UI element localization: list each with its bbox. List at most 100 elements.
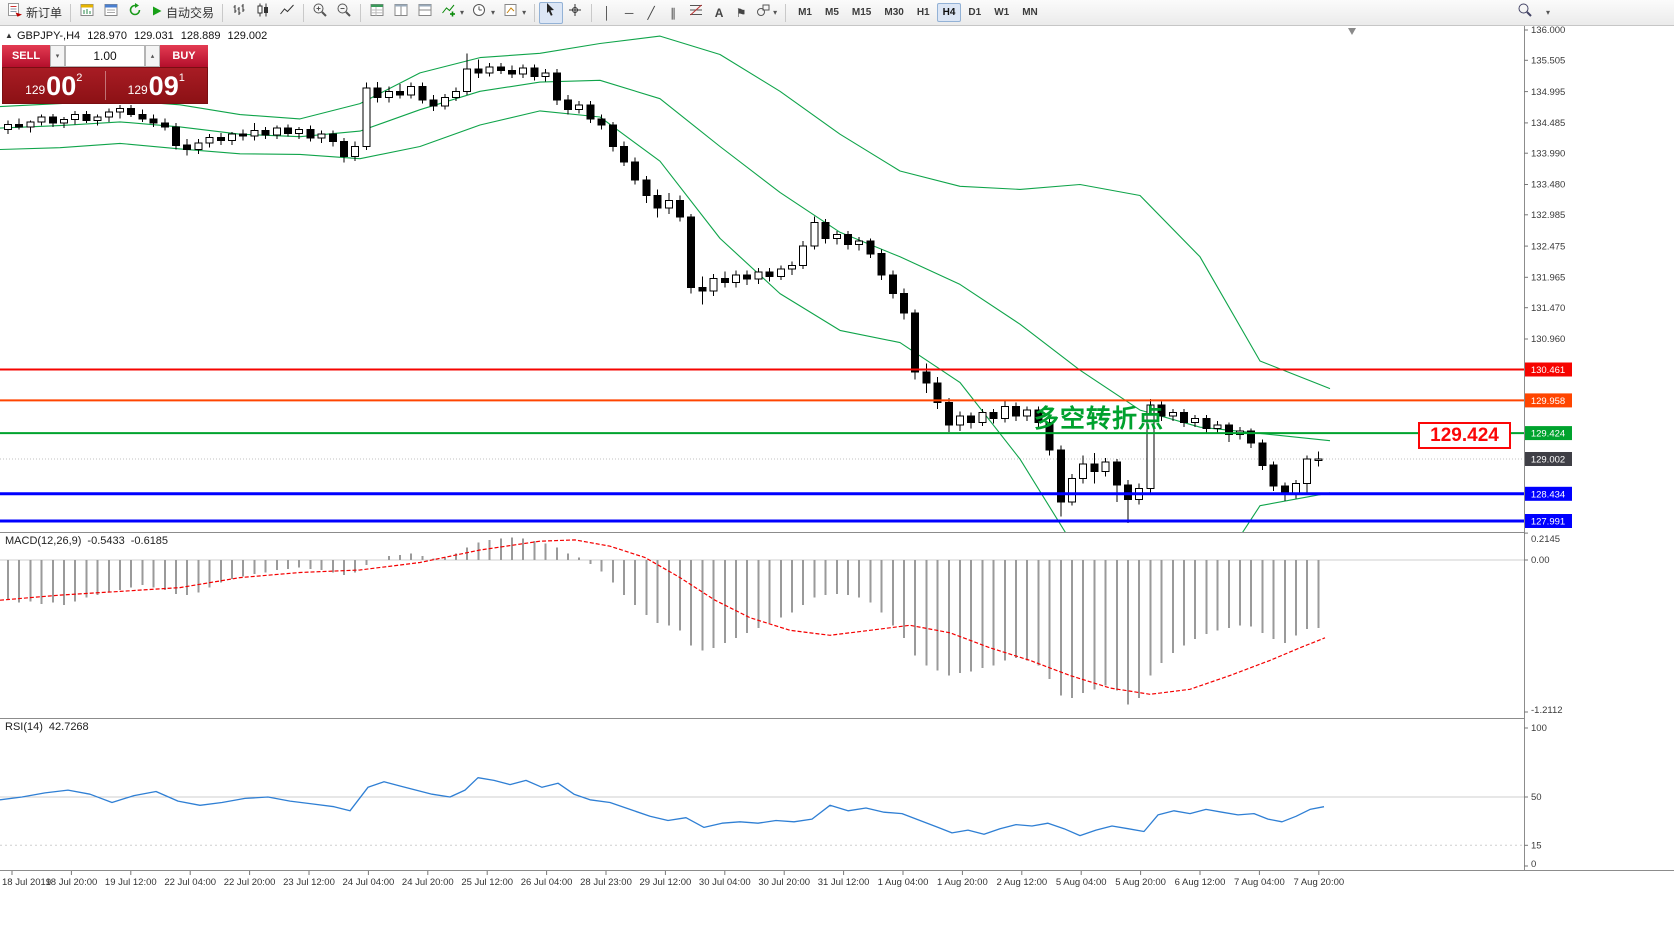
time-label: 24 Jul 04:00 <box>343 877 395 888</box>
toolbar-overflow-button[interactable]: ▾ <box>1537 2 1559 24</box>
vertical-line-button[interactable]: │ <box>596 2 618 24</box>
rsi-value: 42.7268 <box>48 721 89 733</box>
tile-windows-button[interactable] <box>389 2 413 24</box>
bar-chart-button[interactable] <box>227 2 251 24</box>
zoom-in-button[interactable] <box>308 2 332 24</box>
line-chart-button[interactable] <box>275 2 299 24</box>
market-watch-button[interactable] <box>365 2 389 24</box>
timeframe-button-M30[interactable]: M30 <box>884 7 904 18</box>
time-label: 26 Jul 04:00 <box>521 877 573 888</box>
toolbar-separator <box>303 3 305 22</box>
profiles-button[interactable] <box>99 2 123 24</box>
macd-panel[interactable]: 0.2145 0.00 -1.2112 <box>0 532 1674 718</box>
quote-panel[interactable]: 129 00 2 129 09 1 <box>2 67 208 104</box>
shapes-button[interactable]: ▾ <box>752 2 781 24</box>
timeframe-button-M5[interactable]: M5 <box>825 7 839 18</box>
bid-pips: 00 <box>46 71 77 101</box>
periods-button[interactable]: ▾ <box>468 2 499 24</box>
svg-text:132.475: 132.475 <box>1531 241 1565 252</box>
rsi-panel[interactable]: 100 50 15 0 <box>0 718 1674 870</box>
channel-button[interactable]: ∥ <box>662 2 684 24</box>
timeframe-button-H4[interactable]: H4 <box>936 3 962 22</box>
svg-text:133.990: 133.990 <box>1531 148 1565 159</box>
zoom-out-button[interactable] <box>332 2 356 24</box>
text-button[interactable]: A <box>708 2 730 24</box>
low-value: 128.889 <box>180 30 221 42</box>
autotrading-button[interactable]: 自动交易 <box>147 2 218 24</box>
timeframe-button-D1[interactable]: D1 <box>968 7 982 18</box>
refresh-button[interactable] <box>123 2 147 24</box>
one-click-panel-toggle[interactable]: ▲ <box>5 31 13 40</box>
trendline-button[interactable]: ╱ <box>640 2 662 24</box>
macd-name: MACD(12,26,9) <box>5 535 82 547</box>
time-label: 22 Jul 20:00 <box>224 877 276 888</box>
timeframe-button-W1[interactable]: W1 <box>994 7 1010 18</box>
quote-divider <box>104 71 106 100</box>
timeframe-button-H1[interactable]: H1 <box>916 7 930 18</box>
candlestick-chart-button[interactable] <box>251 2 275 24</box>
time-label: 5 Aug 04:00 <box>1056 877 1107 888</box>
market-watch-icon <box>369 2 385 23</box>
ask-pips: 09 <box>148 71 179 101</box>
timeframe-button-MN[interactable]: MN <box>1022 7 1038 18</box>
chart-window-button[interactable] <box>75 2 99 24</box>
time-label: 6 Aug 12:00 <box>1175 877 1226 888</box>
search-button[interactable] <box>1513 2 1537 24</box>
turning-point-annotation[interactable]: 多空转折点 <box>1034 405 1165 433</box>
templates-button[interactable]: ▾ <box>499 2 530 24</box>
svg-text:135.505: 135.505 <box>1531 56 1565 67</box>
toolbar-separator <box>360 3 362 22</box>
horizontal-line-button[interactable]: ─ <box>618 2 640 24</box>
volume-increase-button[interactable]: ▴ <box>145 45 160 67</box>
new-order-button[interactable]: 新订单 <box>3 2 66 24</box>
svg-text:-1.2112: -1.2112 <box>1531 705 1563 716</box>
toolbar-separator <box>785 3 787 22</box>
svg-text:128.434: 128.434 <box>1531 489 1565 500</box>
main-chart[interactable]: 136.000 135.505 134.995 134.485 133.990 133.4… <box>0 26 1674 532</box>
time-label: 7 Aug 04:00 <box>1234 877 1285 888</box>
time-label: 30 Jul 20:00 <box>758 877 810 888</box>
bollinger-middle-band <box>0 79 1331 442</box>
open-value: 128.970 <box>87 30 127 42</box>
volume-input[interactable]: 1.00 <box>65 45 145 67</box>
svg-text:50: 50 <box>1531 792 1542 803</box>
time-label: 18 Jul 2019 <box>2 877 51 888</box>
time-label: 28 Jul 23:00 <box>580 877 632 888</box>
bid-price: 129 00 2 <box>3 68 105 103</box>
fibonacci-button[interactable] <box>684 2 708 24</box>
timeframe-group: M1 M5 M15 M30 H1 H4 D1 W1 MN <box>792 3 1044 22</box>
close-value: 129.002 <box>227 30 268 42</box>
crosshair-button[interactable] <box>563 2 587 24</box>
volume-decrease-button[interactable]: ▾ <box>50 45 65 67</box>
price-tag-129.424 <box>1525 426 1572 441</box>
indicators-icon <box>441 2 457 23</box>
chart-shift-marker[interactable] <box>1348 28 1356 35</box>
rsi-indicator-label: RSI(14) 42.7268 <box>5 721 89 733</box>
svg-text:0: 0 <box>1531 859 1536 870</box>
cursor-icon <box>543 2 559 23</box>
cascade-windows-button[interactable] <box>413 2 437 24</box>
one-click-trading-panel: SELL ▾ 1.00 ▴ BUY 129 00 2 129 09 1 <box>2 45 208 104</box>
indicators-button[interactable]: ▾ <box>437 2 468 24</box>
macd-signal-line <box>0 539 1326 695</box>
timeframe-button-M1[interactable]: M1 <box>798 7 812 18</box>
svg-text:134.485: 134.485 <box>1531 118 1565 129</box>
vertical-line-icon: │ <box>603 5 611 20</box>
autotrading-icon <box>151 4 163 22</box>
autotrading-label: 自动交易 <box>166 6 215 20</box>
line-chart-icon <box>279 2 295 23</box>
svg-text:129.002: 129.002 <box>1531 455 1565 466</box>
svg-text:129.424: 129.424 <box>1531 429 1565 440</box>
svg-text:136.000: 136.000 <box>1531 26 1565 36</box>
sell-button[interactable]: SELL <box>2 45 50 67</box>
label-button[interactable]: ⚑ <box>730 2 752 24</box>
cursor-button[interactable] <box>539 1 564 24</box>
buy-button[interactable]: BUY <box>160 45 208 67</box>
price-callout-129424[interactable]: 129.424 <box>1418 422 1511 449</box>
timeframe-button-M15[interactable]: M15 <box>851 7 872 18</box>
time-label: 2 Aug 12:00 <box>996 877 1047 888</box>
svg-text:0.00: 0.00 <box>1531 555 1550 566</box>
toolbar-separator <box>70 3 72 22</box>
